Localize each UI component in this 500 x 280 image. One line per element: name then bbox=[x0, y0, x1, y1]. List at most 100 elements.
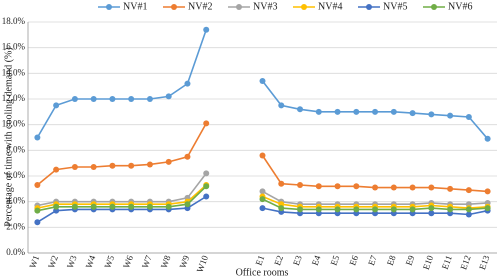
y-tick-label: 12.0% bbox=[2, 93, 26, 103]
point bbox=[53, 166, 60, 173]
point bbox=[353, 183, 360, 190]
point bbox=[203, 170, 210, 177]
point bbox=[484, 135, 491, 142]
x-tick-label: E8 bbox=[385, 254, 398, 267]
point bbox=[278, 102, 285, 109]
point bbox=[184, 153, 191, 160]
point bbox=[315, 206, 322, 213]
x-tick-label: E11 bbox=[440, 254, 454, 271]
point bbox=[71, 96, 78, 102]
x-tick-label: E2 bbox=[272, 254, 285, 267]
point bbox=[409, 110, 416, 117]
point bbox=[428, 184, 435, 191]
point bbox=[71, 203, 78, 210]
point bbox=[278, 180, 285, 187]
x-tick-label: W3 bbox=[65, 254, 79, 270]
x-tick-label: W6 bbox=[121, 254, 135, 270]
y-tick-label: 2.0% bbox=[6, 221, 25, 231]
point bbox=[372, 206, 379, 213]
point bbox=[165, 93, 172, 100]
x-tick-label: E6 bbox=[347, 254, 360, 267]
point bbox=[165, 158, 172, 165]
point bbox=[128, 162, 135, 169]
x-tick-label: E10 bbox=[421, 254, 436, 272]
point bbox=[447, 185, 454, 192]
point bbox=[334, 206, 341, 213]
legend-label: NV#3 bbox=[253, 1, 277, 12]
point bbox=[259, 188, 266, 195]
point bbox=[34, 207, 41, 214]
x-tick-label: W4 bbox=[84, 254, 98, 270]
x-axis-label: Office rooms bbox=[236, 267, 289, 278]
point bbox=[203, 183, 210, 190]
point bbox=[259, 78, 266, 85]
point bbox=[353, 206, 360, 213]
x-tick-label: W2 bbox=[46, 254, 60, 270]
point bbox=[34, 219, 41, 226]
x-tick-label: W9 bbox=[177, 254, 191, 270]
point bbox=[465, 211, 472, 218]
point bbox=[372, 108, 379, 115]
legend-label: NV#4 bbox=[318, 1, 342, 12]
point bbox=[484, 188, 491, 195]
x-tick-label: E13 bbox=[477, 254, 492, 272]
point bbox=[128, 96, 135, 102]
point bbox=[34, 134, 41, 141]
point bbox=[53, 102, 60, 109]
point bbox=[428, 111, 435, 118]
legend-label: NV#6 bbox=[448, 1, 472, 12]
x-tick-label: W7 bbox=[140, 254, 154, 270]
point bbox=[447, 112, 454, 119]
x-tick-label: E12 bbox=[458, 254, 472, 271]
point bbox=[71, 164, 78, 171]
point bbox=[128, 203, 135, 210]
point bbox=[484, 205, 491, 212]
y-tick-label: 0.0% bbox=[6, 247, 25, 257]
x-tick-label: E1 bbox=[254, 254, 267, 267]
legend-marker bbox=[236, 4, 242, 10]
point bbox=[390, 108, 397, 115]
point bbox=[465, 206, 472, 213]
x-tick-label: E9 bbox=[404, 254, 417, 267]
legend-marker bbox=[171, 4, 177, 10]
point bbox=[184, 201, 191, 208]
point bbox=[372, 184, 379, 191]
x-tick-label: E5 bbox=[329, 254, 342, 267]
point bbox=[409, 184, 416, 191]
point bbox=[447, 206, 454, 213]
legend-label: NV#5 bbox=[383, 1, 407, 12]
y-tick-label: 10.0% bbox=[2, 119, 26, 129]
y-tick-label: 6.0% bbox=[6, 170, 25, 180]
point bbox=[428, 205, 435, 212]
point bbox=[34, 181, 41, 188]
legend-label: NV#1 bbox=[123, 1, 147, 12]
point bbox=[146, 161, 153, 168]
y-tick-label: 16.0% bbox=[2, 42, 26, 52]
point bbox=[203, 26, 210, 33]
point bbox=[315, 108, 322, 115]
legend-label: NV#2 bbox=[188, 1, 212, 12]
point bbox=[353, 108, 360, 115]
point bbox=[297, 181, 304, 188]
legend-marker bbox=[301, 4, 307, 10]
y-tick-label: 14.0% bbox=[2, 67, 26, 77]
legend-marker bbox=[431, 4, 437, 10]
x-tick-label: W8 bbox=[159, 254, 173, 270]
point bbox=[109, 203, 116, 210]
legend-marker bbox=[366, 4, 372, 10]
point bbox=[465, 187, 472, 194]
x-tick-label: W1 bbox=[27, 254, 41, 270]
point bbox=[409, 206, 416, 213]
point bbox=[165, 203, 172, 210]
point bbox=[259, 152, 266, 159]
x-tick-label: W5 bbox=[102, 254, 116, 270]
y-tick-label: 18.0% bbox=[2, 16, 26, 26]
point bbox=[297, 106, 304, 113]
point bbox=[390, 206, 397, 213]
point bbox=[90, 164, 97, 171]
point bbox=[146, 203, 153, 210]
point bbox=[315, 183, 322, 190]
point bbox=[203, 120, 210, 127]
y-tick-label: 4.0% bbox=[6, 196, 25, 206]
